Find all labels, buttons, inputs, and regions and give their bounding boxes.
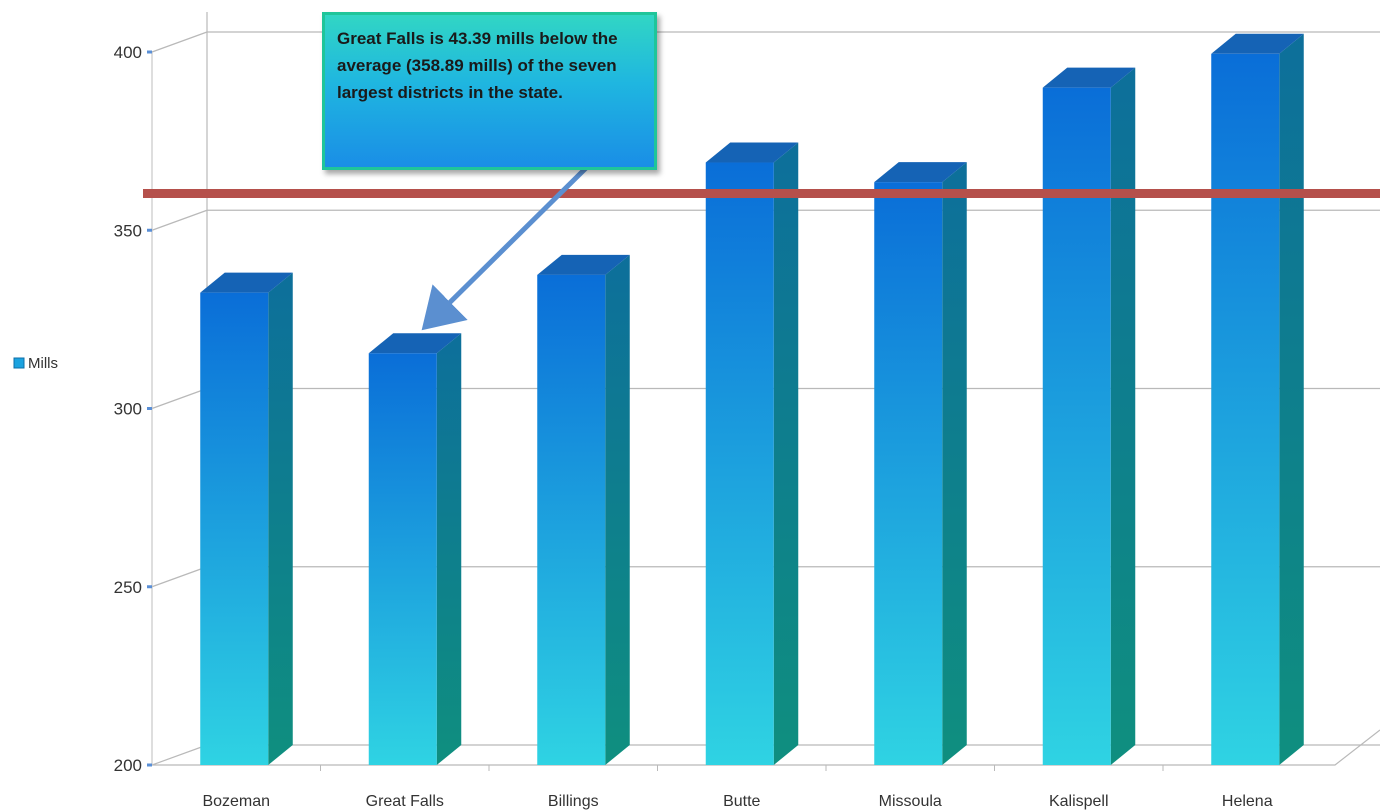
bar-butte	[705, 142, 799, 765]
bar-top	[1211, 33, 1304, 54]
legend: Mills	[13, 355, 58, 372]
x-tick-label: Billings	[548, 793, 599, 810]
gridline-wall-200	[151, 744, 208, 766]
x-tick-label: Helena	[1222, 793, 1273, 810]
bars	[200, 33, 1304, 766]
bar-side	[773, 142, 799, 765]
annotation-text: Great Falls is 43.39 mills below the ave…	[337, 29, 618, 102]
y-tick-label: 200	[114, 756, 142, 775]
bar-side	[436, 333, 462, 765]
x-tick-label: Bozeman	[202, 793, 270, 810]
bar-side	[1279, 33, 1304, 766]
category-labels: Bozeman Great Falls Billings Butte Missoula K…	[202, 765, 1273, 810]
bar-front	[1042, 87, 1111, 765]
gridline-wall-250	[151, 566, 208, 588]
bar-top	[537, 254, 630, 275]
bar-top	[874, 162, 967, 183]
bar-missoula	[874, 162, 967, 765]
callout-arrow	[421, 166, 588, 331]
annotation-callout: Great Falls is 43.39 mills below the ave…	[322, 12, 657, 170]
bar-top	[1042, 67, 1136, 88]
bar-front	[1211, 53, 1280, 766]
bar-helena	[1211, 33, 1304, 766]
bar-kalispell	[1042, 67, 1136, 765]
gridline-wall-300	[151, 387, 208, 410]
x-tick-label: Kalispell	[1049, 793, 1109, 810]
gridline-wall-400	[151, 31, 208, 53]
x-tick-label: Butte	[723, 793, 760, 810]
legend-swatch	[13, 357, 25, 369]
bar-bozeman	[200, 272, 293, 765]
bar-front	[705, 162, 774, 765]
x-tick-label: Missoula	[879, 793, 942, 810]
bar-top	[368, 333, 462, 354]
y-tick-label: 400	[114, 43, 142, 62]
gridline-wall-350	[151, 209, 208, 231]
x-tick-label: Great Falls	[366, 793, 444, 810]
annotation-arrow	[421, 166, 588, 331]
bar-front	[368, 353, 437, 765]
legend-label: Mills	[28, 355, 58, 372]
bar-side	[1110, 67, 1136, 765]
bar-front	[874, 182, 943, 765]
y-tick-label: 350	[114, 221, 142, 240]
bar-great-falls	[368, 333, 462, 765]
y-axis: 200 250 300 350 400	[114, 43, 153, 775]
bar-top	[705, 142, 799, 163]
bar-side	[942, 162, 967, 765]
y-tick-label: 300	[114, 400, 142, 419]
bar-front	[537, 274, 606, 765]
bar-front	[200, 292, 269, 765]
bar-side	[605, 254, 630, 765]
y-tick-label: 250	[114, 578, 142, 597]
bar-side	[268, 272, 293, 765]
bar-top	[200, 272, 293, 293]
bar-billings	[537, 254, 630, 765]
